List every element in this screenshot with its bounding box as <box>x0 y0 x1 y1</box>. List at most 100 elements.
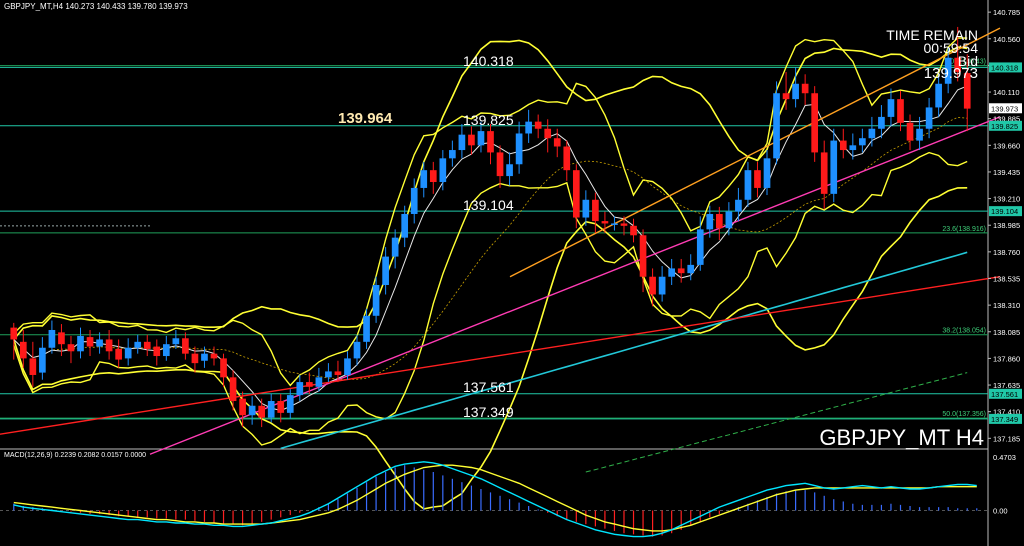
candle-body <box>763 158 771 188</box>
candle-body <box>906 122 914 141</box>
candle-body <box>325 371 332 378</box>
candle-body <box>449 150 456 159</box>
candle-body <box>515 133 523 165</box>
candle-body <box>792 83 799 100</box>
symbol-header: GBPJPY_MT,H4 140.273 140.433 139.780 139… <box>4 2 188 11</box>
high-label-139964: 139.964 <box>338 110 393 127</box>
candle-body <box>916 128 923 141</box>
candle-body <box>143 341 151 349</box>
indicator-lines <box>13 37 968 510</box>
fib-level-label: 23.6(138.916) <box>942 226 986 233</box>
candle-body <box>372 285 380 316</box>
trend-line-red <box>0 276 1001 435</box>
candle-body <box>458 134 466 151</box>
time-remain-label: TIME REMAIN <box>886 27 978 43</box>
candle-body <box>868 128 876 139</box>
level-label-140318: 140.318 <box>463 53 514 69</box>
candle-body <box>134 341 142 348</box>
candle-body <box>201 353 208 361</box>
candle-body <box>830 140 838 194</box>
candle-body <box>534 121 542 129</box>
fibonacci-levels: 0.0(140.43) 23.6(138.916) 38.2(138.054) 50.… <box>0 59 988 419</box>
candle-body <box>954 57 962 72</box>
price-axis-tag-text: 139.973 <box>991 104 1018 113</box>
very-long-moving-average <box>585 372 968 473</box>
time-remain-value: 00:59:54 <box>923 40 979 56</box>
candle-body <box>935 83 942 108</box>
candle-body <box>878 116 885 129</box>
candle-body <box>420 170 428 188</box>
candle-body <box>925 107 933 129</box>
candle-body <box>286 395 294 413</box>
price-axis-label: 138.535 <box>993 274 1020 283</box>
candle-body <box>67 344 75 352</box>
price-axis-label: 137.410 <box>993 408 1020 417</box>
candle-body <box>754 170 761 188</box>
candle-body <box>668 268 675 277</box>
candle-body <box>439 158 447 183</box>
candlesticks <box>10 26 971 428</box>
macd-main-line <box>13 461 977 538</box>
candle-body <box>96 339 103 347</box>
price-axis-tag-text: 137.561 <box>991 390 1018 399</box>
price-axis-label: 139.435 <box>993 168 1020 177</box>
price-axis-label: 139.885 <box>993 115 1020 124</box>
level-label-139825: 139.825 <box>463 112 514 128</box>
candle-body <box>477 131 485 146</box>
candle-body <box>658 276 666 295</box>
price-axis-label: 138.310 <box>993 301 1020 310</box>
price-axis-label: 140.110 <box>993 88 1020 97</box>
candle-body <box>401 213 409 238</box>
candle-body <box>601 221 609 224</box>
candle-body <box>563 146 571 171</box>
candle-body <box>849 145 857 151</box>
level-label-139104: 139.104 <box>463 197 514 213</box>
candle-body <box>696 229 704 265</box>
bollinger-lower-inner <box>13 151 968 446</box>
candle-body <box>306 382 313 387</box>
candle-body <box>639 235 647 277</box>
price-axis-label: 140.560 <box>993 35 1020 44</box>
candle-body <box>239 398 246 416</box>
candle-body <box>715 213 723 229</box>
candle-body <box>744 170 752 200</box>
candle-body <box>630 225 637 236</box>
candle-body <box>267 401 275 418</box>
macd-axis-label: 0.4703 <box>993 453 1016 462</box>
price-axis-label: 140.785 <box>993 8 1020 17</box>
price-axis-tag <box>989 413 1022 424</box>
chart-title: GBPJPY_MT H4 <box>819 425 984 450</box>
fib-level-label: 38.2(138.054) <box>942 328 986 335</box>
price-axis-tag-text: 139.104 <box>991 207 1018 216</box>
candle-body <box>410 187 418 214</box>
macd-header: MACD(12,26,9) 0.2239 0.2082 0.0157 0.000… <box>4 452 147 459</box>
candle-body <box>39 347 46 373</box>
candle-body <box>887 99 895 117</box>
candle-body <box>897 99 904 123</box>
candle-body <box>468 134 475 146</box>
price-axis-tag <box>989 206 1022 217</box>
candle-body <box>773 93 780 159</box>
macd-signal-line <box>13 464 977 532</box>
candle-body <box>210 353 218 359</box>
price-axis-tag-text: 140.318 <box>991 63 1018 72</box>
price-axis-label: 137.185 <box>993 434 1020 443</box>
macd-panel: 0.4703 0.00 <box>0 453 1016 538</box>
price-axis-label: 138.085 <box>993 328 1020 337</box>
candle-body <box>592 199 599 222</box>
candle-body <box>248 405 256 416</box>
horizontal-levels <box>0 66 988 420</box>
candle-body <box>506 164 513 177</box>
trend-line-orange <box>509 27 1001 278</box>
candle-body <box>649 276 656 295</box>
candle-body <box>153 346 161 357</box>
level-label-137561: 137.561 <box>463 379 514 395</box>
candle-body <box>10 327 18 340</box>
candle-body <box>191 353 199 364</box>
candle-body <box>124 347 132 359</box>
candle-body <box>859 138 866 146</box>
bid-value: 139.973 <box>923 65 978 82</box>
bollinger-upper-inner <box>13 37 968 387</box>
candle-body <box>77 335 84 352</box>
candle-body <box>162 344 170 357</box>
